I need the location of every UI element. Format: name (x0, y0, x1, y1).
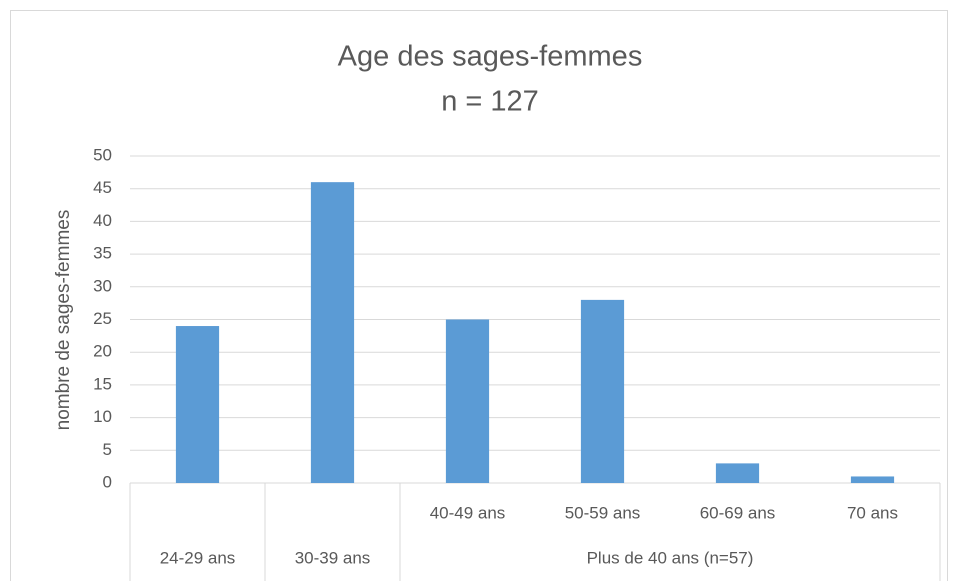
x-tick-label: 50-59 ans (565, 503, 641, 522)
bar (850, 476, 895, 483)
chart-border (10, 10, 948, 581)
y-tick-label: 15 (93, 374, 112, 393)
y-tick-label: 40 (93, 211, 112, 230)
x-tick-label: 24-29 ans (160, 548, 236, 567)
y-tick-label: 5 (103, 440, 112, 459)
bar (445, 319, 490, 483)
bar (310, 182, 355, 483)
y-tick-label: 45 (93, 178, 112, 197)
group-label: Plus de 40 ans (n=57) (587, 548, 754, 567)
y-tick-label: 30 (93, 276, 112, 295)
y-tick-label: 50 (93, 145, 112, 164)
y-tick-label: 10 (93, 407, 112, 426)
bar (715, 463, 760, 483)
y-tick-label: 35 (93, 244, 112, 263)
y-tick-label: 25 (93, 309, 112, 328)
x-tick-label: 40-49 ans (430, 503, 506, 522)
y-tick-label: 0 (103, 472, 112, 491)
y-axis-label: nombre de sages-femmes (53, 210, 74, 431)
x-tick-label: 30-39 ans (295, 548, 371, 567)
chart-subtitle: n = 127 (441, 86, 539, 118)
x-tick-label: 60-69 ans (700, 503, 776, 522)
y-tick-label: 20 (93, 342, 112, 361)
bar (580, 299, 625, 483)
bar (175, 326, 220, 483)
chart-title: Age des sages-femmes (338, 41, 643, 73)
x-tick-label: 70 ans (847, 503, 898, 522)
